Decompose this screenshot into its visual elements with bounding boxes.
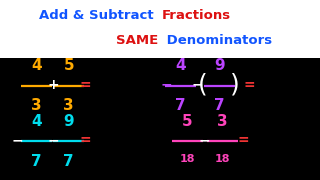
Text: =: = bbox=[80, 78, 92, 92]
Text: −: − bbox=[12, 133, 23, 147]
Text: SAME: SAME bbox=[116, 34, 158, 47]
Text: ): ) bbox=[230, 73, 239, 97]
Text: (: ( bbox=[198, 73, 208, 97]
Text: =: = bbox=[244, 78, 255, 92]
Text: 3: 3 bbox=[217, 114, 228, 129]
Text: 9: 9 bbox=[63, 114, 74, 129]
FancyBboxPatch shape bbox=[0, 0, 320, 58]
Text: 4: 4 bbox=[175, 58, 186, 73]
Text: Denominators: Denominators bbox=[162, 34, 272, 47]
Text: 7: 7 bbox=[175, 98, 186, 113]
Text: Add & Subtract: Add & Subtract bbox=[39, 9, 158, 22]
Text: −: − bbox=[48, 133, 59, 147]
Text: 18: 18 bbox=[180, 154, 195, 164]
Text: 18: 18 bbox=[215, 154, 230, 164]
Text: 5: 5 bbox=[63, 58, 74, 73]
Text: =: = bbox=[237, 133, 249, 147]
Text: Fractions: Fractions bbox=[162, 9, 231, 22]
Text: 9: 9 bbox=[214, 58, 225, 73]
Text: 7: 7 bbox=[63, 154, 74, 169]
Text: −: − bbox=[161, 78, 172, 92]
Text: 7: 7 bbox=[214, 98, 225, 113]
Text: +: + bbox=[48, 78, 59, 92]
Text: 4: 4 bbox=[31, 114, 42, 129]
Text: −: − bbox=[192, 78, 204, 92]
Text: 7: 7 bbox=[31, 154, 42, 169]
Text: 4: 4 bbox=[31, 58, 42, 73]
Text: 3: 3 bbox=[63, 98, 74, 113]
Text: −: − bbox=[199, 133, 211, 147]
Text: 5: 5 bbox=[182, 114, 193, 129]
Text: =: = bbox=[80, 133, 92, 147]
Text: 3: 3 bbox=[31, 98, 42, 113]
